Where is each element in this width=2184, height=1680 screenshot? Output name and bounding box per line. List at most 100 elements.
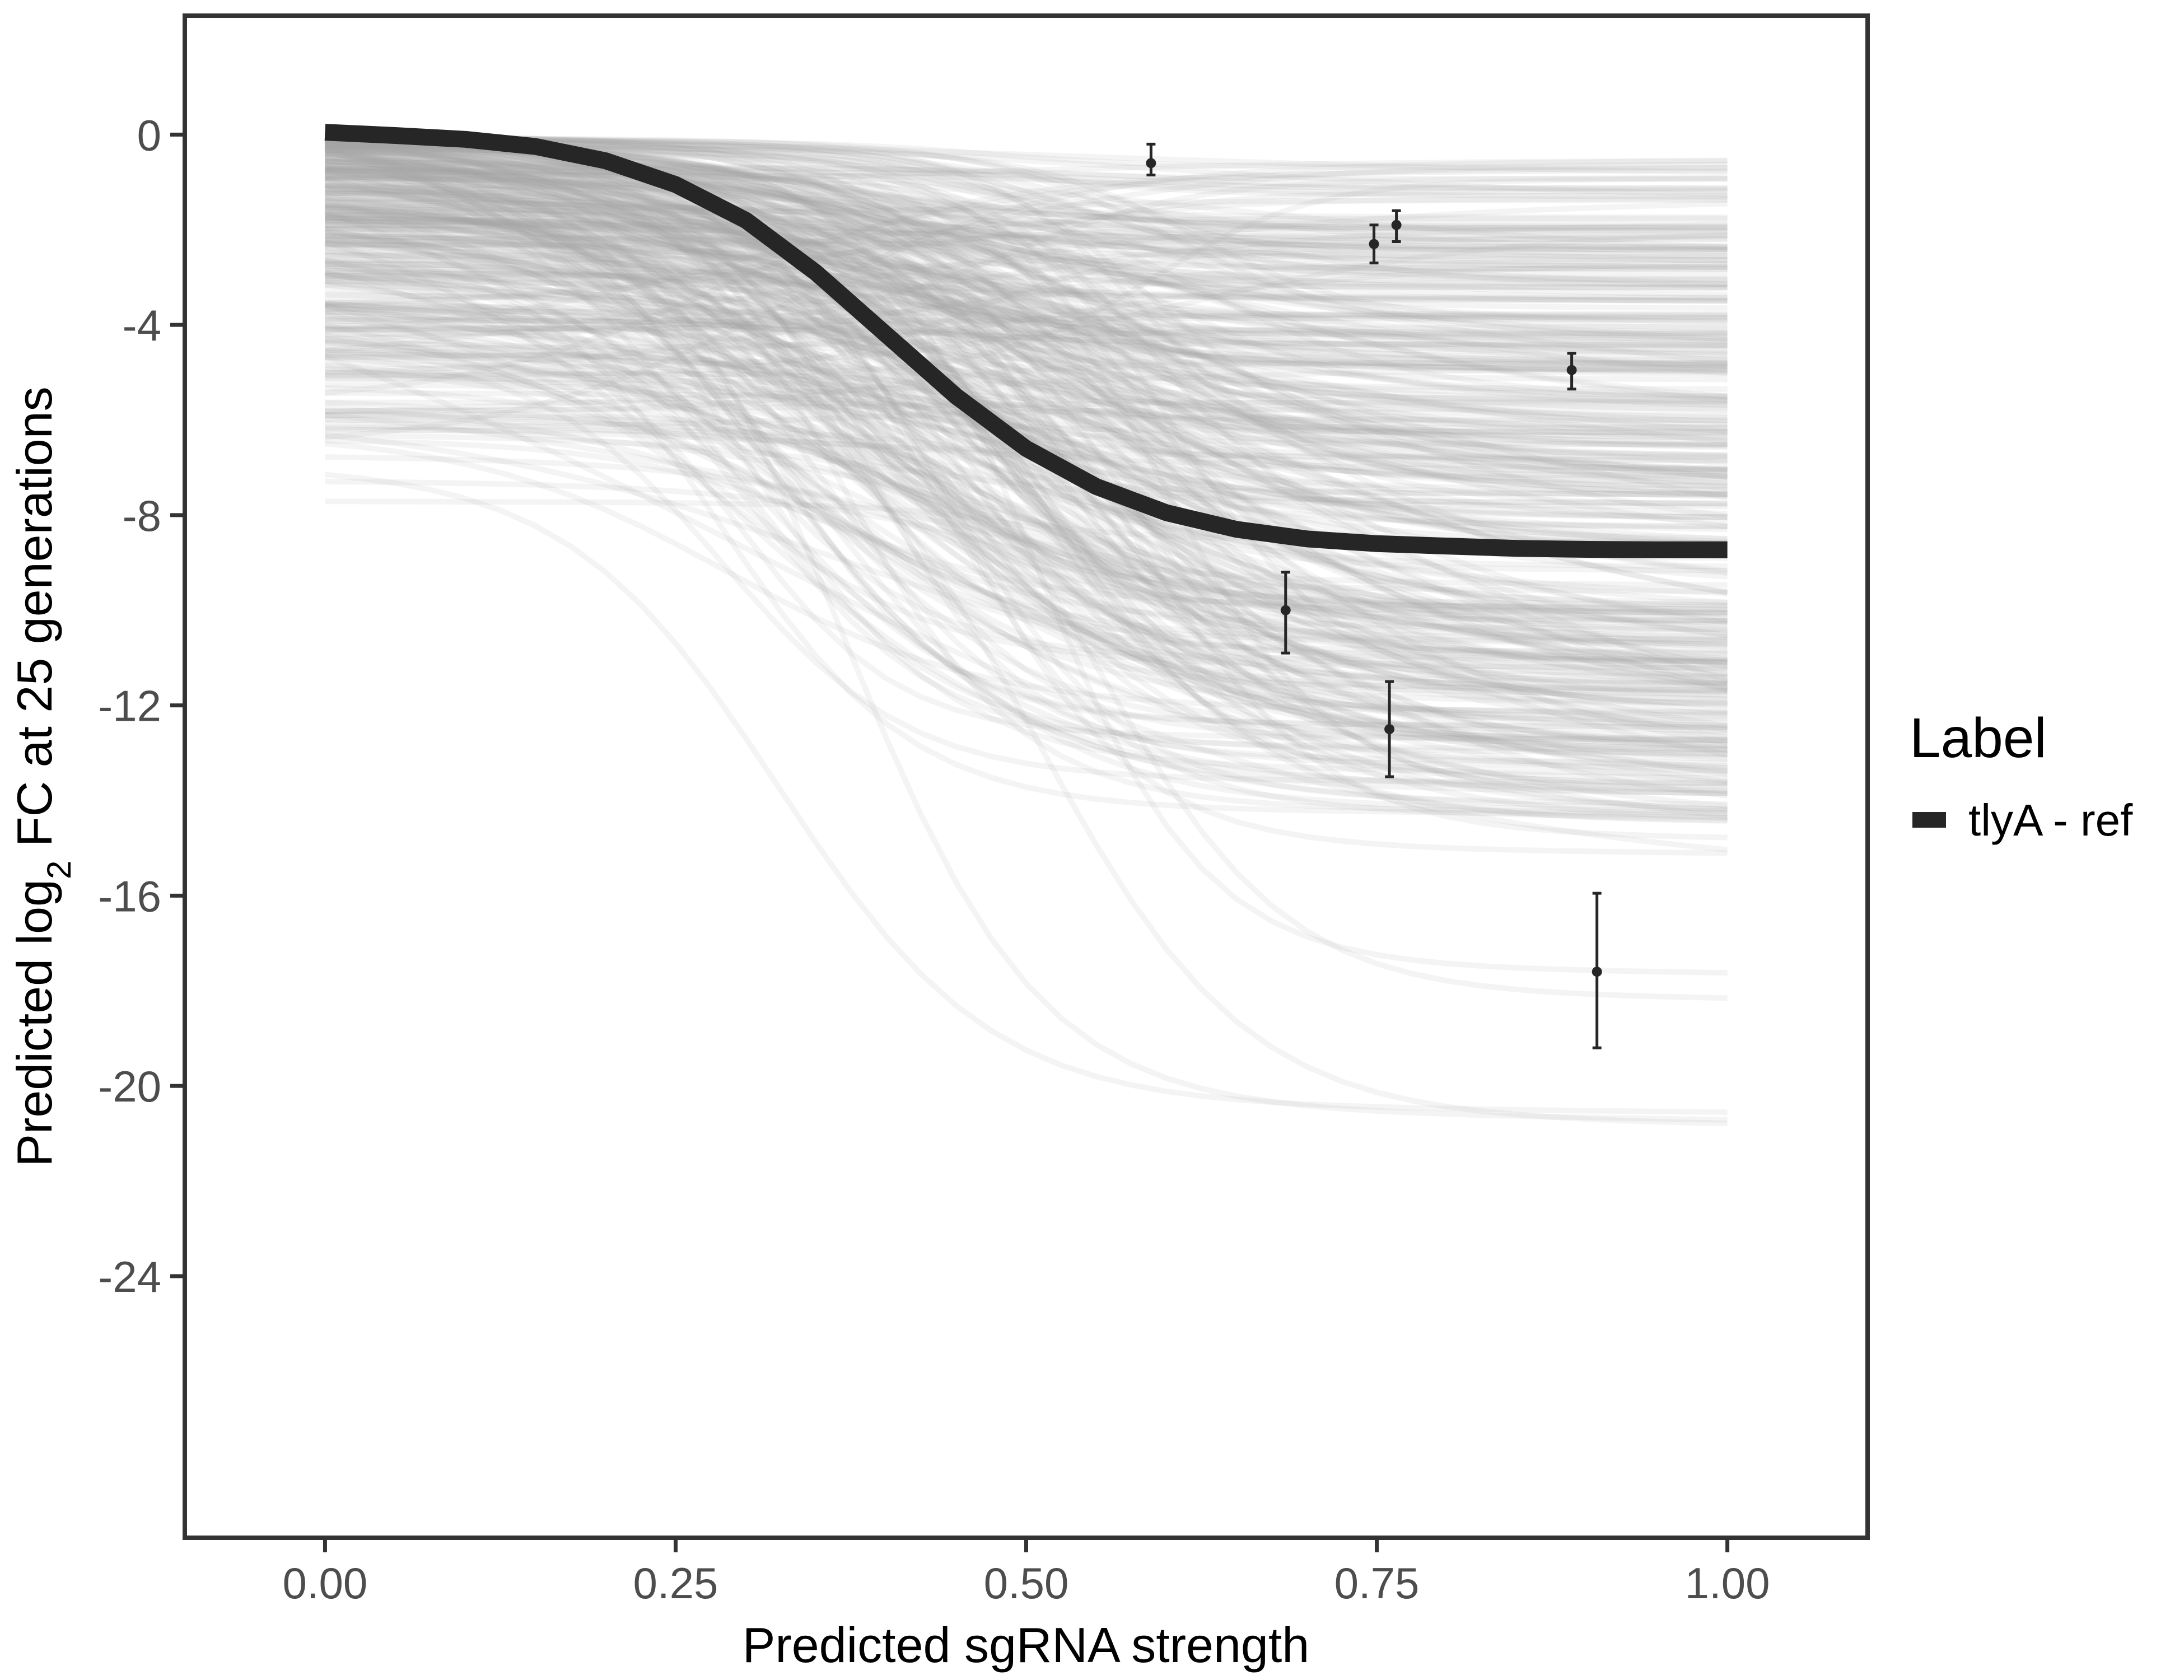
posterior-draw-line bbox=[325, 232, 1728, 337]
posterior-draw-line bbox=[324, 167, 1728, 732]
posterior-draw-line bbox=[325, 204, 1728, 771]
posterior-draw-line bbox=[325, 437, 1728, 610]
posterior-draw-line bbox=[325, 197, 1728, 497]
posterior-draw-line bbox=[325, 360, 1728, 692]
posterior-draw-line bbox=[325, 218, 1728, 430]
posterior-draw-line bbox=[324, 217, 1728, 809]
posterior-draw-line bbox=[324, 167, 1728, 396]
posterior-draw-line bbox=[324, 136, 1728, 680]
posterior-draw-line bbox=[325, 265, 1728, 841]
posterior-draw-line bbox=[324, 143, 1728, 741]
posterior-draw-line bbox=[325, 261, 1728, 361]
posterior-draw-line bbox=[325, 190, 1728, 691]
posterior-draw-line bbox=[325, 161, 1728, 306]
posterior-draw-line bbox=[325, 167, 1728, 477]
posterior-draw-line bbox=[325, 354, 1728, 786]
main-curve-line bbox=[324, 124, 1728, 558]
posterior-draw-line bbox=[325, 173, 1728, 226]
posterior-draw-line bbox=[325, 207, 1728, 283]
posterior-draw-line bbox=[325, 211, 1728, 291]
posterior-draw-line bbox=[324, 150, 1728, 473]
observation-point bbox=[1384, 724, 1395, 735]
posterior-draw-line bbox=[325, 234, 1728, 277]
posterior-draw-line bbox=[325, 158, 1728, 707]
posterior-draw-line bbox=[325, 306, 1728, 357]
x-tick-label: 0.75 bbox=[1334, 1558, 1420, 1608]
posterior-draw-line bbox=[325, 293, 1728, 318]
posterior-draw-line bbox=[325, 195, 1728, 706]
y-tick-label: -24 bbox=[98, 1252, 161, 1301]
posterior-draw-line bbox=[325, 241, 1728, 493]
posterior-draw-line bbox=[325, 272, 1728, 291]
x-axis-title: Predicted sgRNA strength bbox=[743, 1617, 1310, 1673]
posterior-draw-line bbox=[325, 249, 1728, 303]
posterior-draw-line bbox=[324, 269, 1728, 666]
posterior-draw-line bbox=[325, 147, 1728, 816]
posterior-draw-line bbox=[324, 412, 1728, 620]
posterior-draw-line bbox=[325, 175, 1728, 333]
posterior-draw-line bbox=[325, 224, 1728, 305]
posterior-draw-line bbox=[325, 213, 1728, 428]
posterior-draw-line bbox=[325, 240, 1728, 724]
posterior-draw-line bbox=[325, 158, 1728, 743]
posterior-draw-line bbox=[325, 454, 1728, 762]
posterior-draw-line bbox=[325, 132, 1728, 661]
posterior-draw-line bbox=[325, 176, 1728, 379]
posterior-draw-line bbox=[324, 138, 1728, 774]
posterior-draw-line bbox=[325, 325, 1728, 374]
observation-point bbox=[1566, 365, 1577, 375]
y-axis-title: Predicted log2 FC at 25 generations bbox=[7, 386, 78, 1166]
posterior-draw-line bbox=[325, 349, 1728, 1127]
posterior-draw-line bbox=[325, 148, 1728, 656]
posterior-draw-line bbox=[324, 165, 1728, 501]
posterior-draw-line bbox=[325, 168, 1728, 797]
posterior-draw-line bbox=[325, 136, 1728, 198]
posterior-draw-line bbox=[324, 322, 1728, 748]
posterior-draw-line bbox=[325, 168, 1728, 807]
posterior-draw-line bbox=[325, 199, 1728, 297]
posterior-draw-line bbox=[325, 261, 1728, 367]
posterior-draw-line bbox=[325, 268, 1728, 347]
posterior-draw-line bbox=[325, 324, 1728, 351]
posterior-draw-line bbox=[325, 195, 1728, 624]
observation-points bbox=[1146, 142, 1602, 1049]
posterior-draw-line bbox=[325, 257, 1728, 376]
posterior-draw-line bbox=[324, 245, 1728, 623]
posterior-draw-line bbox=[325, 136, 1728, 270]
posterior-draw-line bbox=[325, 132, 1728, 813]
posterior-draw-lines bbox=[324, 132, 1729, 1127]
posterior-draw-line bbox=[325, 216, 1728, 259]
posterior-draw-line bbox=[324, 203, 1728, 435]
posterior-draw-line bbox=[325, 376, 1728, 446]
posterior-draw-line bbox=[325, 226, 1728, 369]
posterior-draw-line bbox=[324, 154, 1728, 342]
posterior-draw-line bbox=[325, 417, 1728, 823]
posterior-draw-line bbox=[325, 154, 1728, 251]
posterior-draw-line bbox=[325, 164, 1728, 182]
posterior-draw-line bbox=[325, 309, 1728, 774]
posterior-draw-line bbox=[324, 335, 1728, 794]
posterior-draw-line bbox=[325, 150, 1728, 291]
posterior-draw-line bbox=[325, 267, 1728, 424]
posterior-draw-line bbox=[325, 167, 1728, 494]
posterior-draw-line bbox=[325, 184, 1728, 612]
posterior-draw-line bbox=[325, 169, 1728, 788]
posterior-draw-line bbox=[324, 441, 1728, 715]
posterior-draw-line bbox=[324, 134, 1728, 777]
posterior-draw-line bbox=[325, 233, 1728, 304]
y-tick-label: -20 bbox=[98, 1062, 161, 1111]
posterior-draw-line bbox=[325, 202, 1728, 431]
posterior-draw-line bbox=[325, 309, 1728, 319]
posterior-draw-line bbox=[325, 211, 1728, 497]
posterior-draw-line bbox=[325, 176, 1728, 400]
posterior-draw-line bbox=[325, 156, 1728, 497]
posterior-draw-line bbox=[325, 205, 1728, 234]
posterior-draw-line bbox=[324, 153, 1728, 790]
posterior-draw-line bbox=[324, 145, 1728, 771]
posterior-draw-line bbox=[325, 245, 1728, 458]
posterior-draw-line bbox=[325, 158, 1728, 287]
x-tick-label: 1.00 bbox=[1685, 1558, 1770, 1608]
posterior-draw-line bbox=[325, 236, 1728, 248]
y-axis-title-subscript: 2 bbox=[40, 861, 78, 879]
